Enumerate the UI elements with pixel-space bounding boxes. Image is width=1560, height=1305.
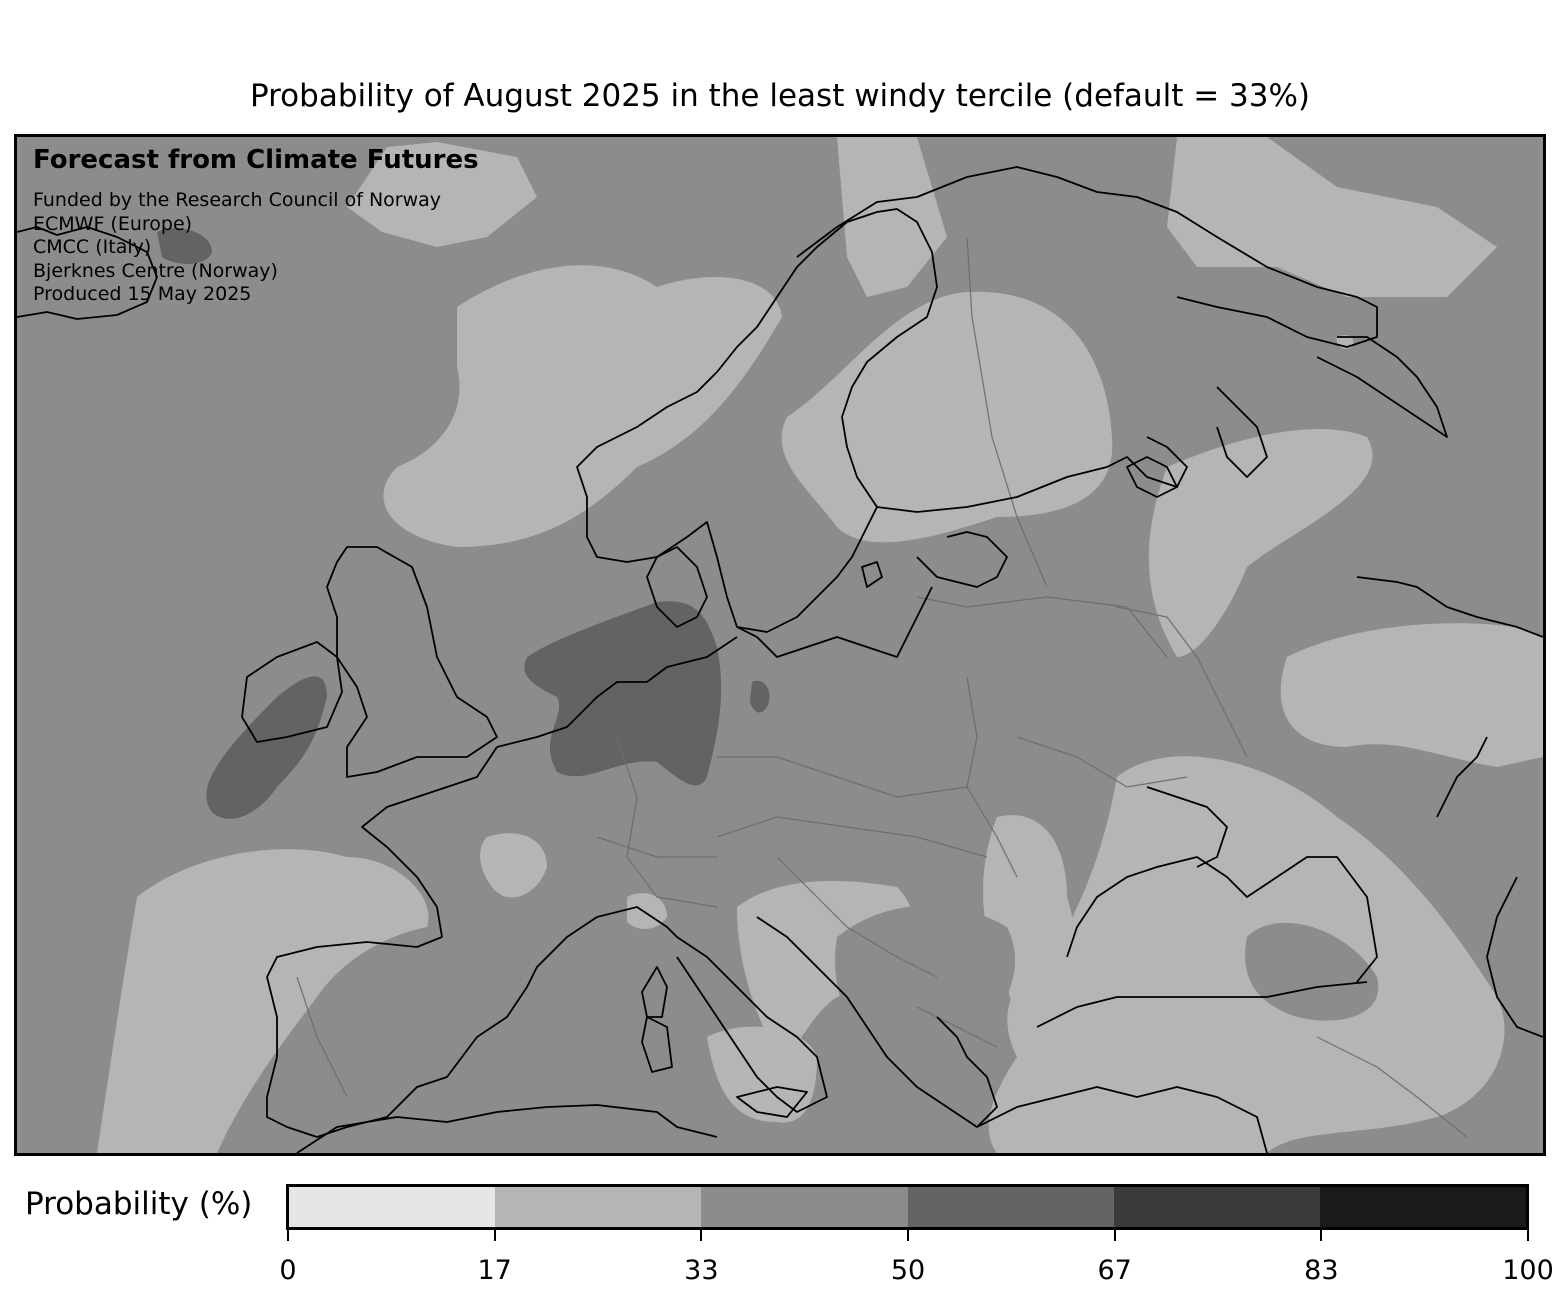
- coast-don: [1436, 736, 1488, 818]
- coastlines: [17, 166, 1543, 1153]
- coast-russia-white-sea: [1216, 386, 1268, 478]
- light-zone-bay-of-biscay: [97, 849, 429, 1153]
- colorbar-bin-67-83: [1113, 1187, 1320, 1227]
- coast-volga: [1356, 576, 1543, 638]
- coast-britain: [326, 546, 498, 778]
- dark-zone-irish-sea: [206, 676, 327, 819]
- map-panel: Forecast from Climate Futures Funded by …: [14, 134, 1546, 1156]
- coast-ireland: [241, 641, 343, 743]
- coast-aegean-turkey: [976, 1086, 1268, 1153]
- colorbar-label: Probability (%): [25, 1186, 253, 1222]
- coast-russia-arctic: [1316, 336, 1448, 438]
- light-zone-finland: [781, 291, 1113, 543]
- coast-north-africa: [296, 1104, 718, 1153]
- colorbar-tick-label: 0: [279, 1255, 297, 1286]
- colorbar-bin-33-50: [701, 1187, 908, 1227]
- coast-north-sea-continent: [496, 636, 738, 748]
- coast-finland-gulf: [876, 436, 1188, 513]
- coast-scandinavia: [576, 208, 938, 633]
- light-zone-aegean: [983, 815, 1076, 1037]
- coast-gotland: [861, 561, 883, 588]
- coast-iberia: [266, 906, 678, 1138]
- probability-fill-50-67: [157, 228, 770, 819]
- coast-black-sea: [1066, 856, 1378, 983]
- coast-caspian: [1486, 876, 1543, 1038]
- coast-lake-ladoga: [1126, 456, 1178, 498]
- light-zone-tyrrhenian: [707, 1026, 817, 1123]
- coast-sardinia: [641, 1016, 673, 1073]
- colorbar-tick-label: 33: [684, 1255, 719, 1286]
- colorbar-tick-label: 17: [477, 1255, 512, 1286]
- dark-zone-north-sea-benelux: [524, 601, 722, 786]
- coast-adriatic: [756, 916, 998, 1128]
- mid-zone-balkan-inner: [835, 905, 1016, 1070]
- colorbar-tick-label: 100: [1502, 1255, 1554, 1286]
- coast-corsica: [641, 966, 668, 1018]
- colorbar-bin-83-100: [1319, 1187, 1527, 1227]
- light-zone-north-atlantic: [347, 142, 537, 247]
- light-zone-svalbard-barents: [837, 137, 947, 297]
- coast-france-atlantic: [361, 746, 498, 938]
- dark-zone-baltic-spot: [750, 680, 770, 713]
- colorbar-bin-50-67: [907, 1187, 1114, 1227]
- credits-heading: Forecast from Climate Futures: [33, 145, 479, 175]
- credit-line: ECMWF (Europe): [33, 212, 193, 235]
- coast-sicily: [736, 1086, 808, 1118]
- colorbar-tick-label: 67: [1097, 1255, 1132, 1286]
- coast-denmark: [646, 546, 708, 628]
- colorbar-bin-0-17: [289, 1187, 496, 1227]
- coast-baltic-states: [916, 531, 1008, 588]
- colorbar-tick-label: 50: [890, 1255, 926, 1286]
- credit-line: CMCC (Italy): [33, 236, 152, 258]
- map-title: Probability of August 2025 in the least …: [249, 78, 1311, 114]
- colorbar-ticks: 0 17 33 50 67 83 100: [279, 1229, 1554, 1289]
- colorbar-tick-label: 83: [1304, 1255, 1339, 1286]
- coast-turkey-north: [1036, 981, 1368, 1028]
- colorbar: [286, 1184, 1529, 1230]
- coast-italy: [676, 936, 828, 1113]
- colorbar-bin-17-33: [495, 1187, 702, 1227]
- credit-line: Bjerknes Centre (Norway): [33, 259, 278, 282]
- probability-fill-17-33: [97, 137, 1543, 1153]
- light-zone-norwegian-sea: [383, 265, 782, 547]
- light-zone-barents-east: [1167, 137, 1497, 297]
- credit-line: Funded by the Research Council of Norway: [33, 189, 442, 211]
- light-zone-russia-north: [1148, 428, 1373, 657]
- credit-line: Produced 15 May 2025: [33, 283, 252, 305]
- coast-crimea-azov: [1146, 786, 1228, 868]
- europe-probability-map: [17, 137, 1543, 1153]
- coast-kola-north: [796, 166, 1378, 348]
- coast-iceland: [17, 226, 158, 320]
- country-borders: [296, 236, 1468, 1138]
- mid-zone-black-sea-inner: [1245, 922, 1379, 1021]
- coast-baltic-south: [736, 586, 933, 658]
- light-zone-france-patch: [480, 833, 547, 898]
- credits-block: Forecast from Climate Futures Funded by …: [33, 145, 479, 307]
- dark-zone-north-atlantic-spot: [157, 228, 212, 264]
- light-zone-russia-steppe: [1280, 623, 1543, 767]
